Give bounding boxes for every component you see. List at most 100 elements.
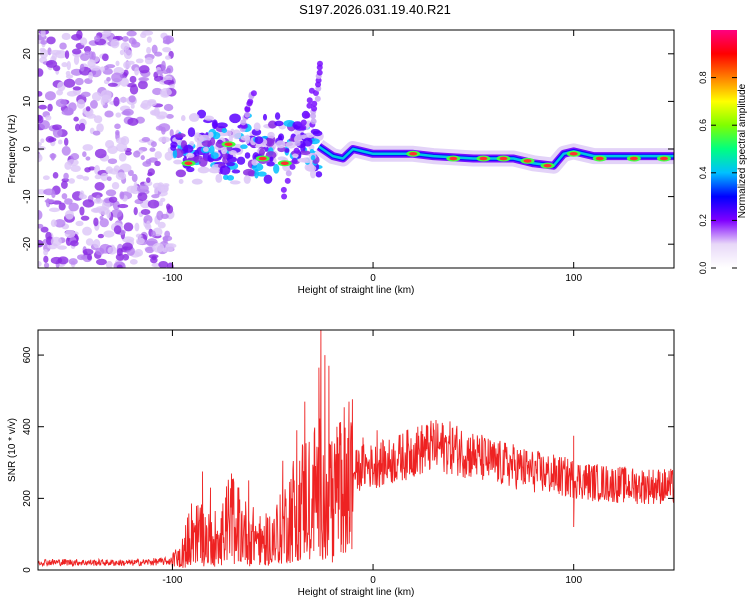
spectrogram-y-tick-label: -20 [22, 237, 33, 252]
noise-blob [112, 200, 120, 210]
noise-blob [50, 49, 62, 55]
scatter-blob [273, 163, 280, 174]
scatter-blob [275, 140, 286, 149]
noise-blob [80, 53, 90, 62]
branch-blob [306, 97, 313, 104]
noise-blob [111, 72, 123, 83]
scatter-blob [229, 180, 241, 185]
noise-blob [100, 172, 109, 182]
noise-blob [115, 137, 127, 144]
noise-blob [143, 214, 153, 225]
scatter-blob [253, 122, 261, 131]
noise-blob [133, 181, 138, 192]
ridge-hotspot-core [280, 161, 289, 166]
ridge-hotspot-core [479, 156, 488, 161]
noise-blob [146, 36, 152, 43]
noise-blob [113, 165, 121, 173]
snr-line [38, 330, 674, 568]
branch-blob [304, 112, 311, 119]
noise-blob [61, 193, 68, 200]
branch-blob [244, 105, 251, 112]
noise-blob [83, 46, 92, 53]
noise-blob [169, 129, 174, 137]
scatter-blob [274, 112, 281, 120]
noise-blob [147, 172, 153, 177]
noise-blob [94, 148, 107, 159]
scatter-blob [243, 175, 251, 184]
branch-blob [240, 119, 247, 126]
noise-blob [38, 141, 42, 147]
noise-blob [73, 116, 79, 122]
branch-blob [314, 95, 321, 102]
noise-blob [129, 259, 138, 265]
noise-blob [72, 86, 82, 91]
noise-blob [146, 220, 151, 229]
noise-blob [50, 236, 62, 247]
noise-blob [156, 69, 164, 75]
noise-blob [79, 190, 85, 199]
noise-blob [52, 124, 62, 131]
noise-blob [43, 262, 50, 268]
scatter-blob [215, 173, 223, 183]
scatter-blob [263, 174, 273, 184]
colorbar-tick-label: 0.4 [698, 167, 708, 180]
noise-blob [76, 30, 83, 40]
noise-blob [38, 261, 42, 267]
colorbar-tick-label: 0.0 [698, 262, 708, 275]
noise-blob [84, 167, 91, 173]
scatter-blob [197, 109, 207, 119]
noise-blob [140, 103, 148, 109]
noise-blob [105, 260, 113, 268]
noise-blob [163, 79, 175, 85]
noise-blob [126, 30, 137, 37]
noise-blob [92, 207, 100, 213]
noise-blob [38, 68, 44, 77]
noise-blob [60, 180, 68, 190]
scatter-blob [201, 140, 213, 147]
noise-blob [43, 249, 49, 256]
noise-blob [38, 153, 43, 163]
branch-blob [306, 102, 313, 109]
scatter-blob [216, 122, 228, 129]
noise-blob [141, 136, 151, 143]
noise-blob [125, 150, 132, 156]
spectrogram-y-tick-label: 0 [22, 146, 33, 152]
noise-blob [106, 76, 111, 82]
spectrogram-x-label: Height of straight line (km) [298, 285, 415, 296]
noise-blob [164, 55, 171, 60]
spectrogram-y-tick-label: 20 [22, 48, 33, 60]
noise-blob [38, 146, 46, 151]
noise-blob [115, 35, 123, 41]
noise-blob [115, 112, 122, 118]
noise-blob [91, 92, 102, 102]
snr-x-tick-label: 0 [370, 575, 376, 586]
branch-blob [300, 119, 307, 126]
noise-blob [120, 42, 130, 51]
noise-blob [64, 198, 73, 205]
branch-blob [280, 186, 287, 193]
branch-blob [312, 90, 319, 97]
noise-blob [163, 184, 169, 193]
noise-blob [165, 243, 175, 252]
scatter-blob [188, 113, 200, 122]
noise-blob [107, 145, 118, 155]
noise-blob [128, 95, 136, 103]
noise-blob [144, 57, 154, 65]
colorbar-tick-label: 0.8 [698, 71, 708, 84]
branch-blob [293, 147, 300, 154]
noise-blob [119, 77, 129, 87]
snr-y-tick-label: 600 [22, 346, 33, 363]
noise-blob [64, 137, 69, 146]
noise-blob [68, 202, 79, 212]
noise-blob [61, 146, 71, 156]
colorbar [711, 30, 737, 268]
noise-blob [87, 59, 96, 68]
scatter-blob [175, 169, 187, 178]
noise-blob [157, 221, 166, 229]
noise-blob [38, 239, 44, 248]
noise-blob [42, 175, 50, 181]
noise-blob [39, 47, 46, 53]
noise-blob [161, 126, 166, 135]
noise-blob [144, 246, 155, 254]
noise-blob [70, 153, 80, 161]
